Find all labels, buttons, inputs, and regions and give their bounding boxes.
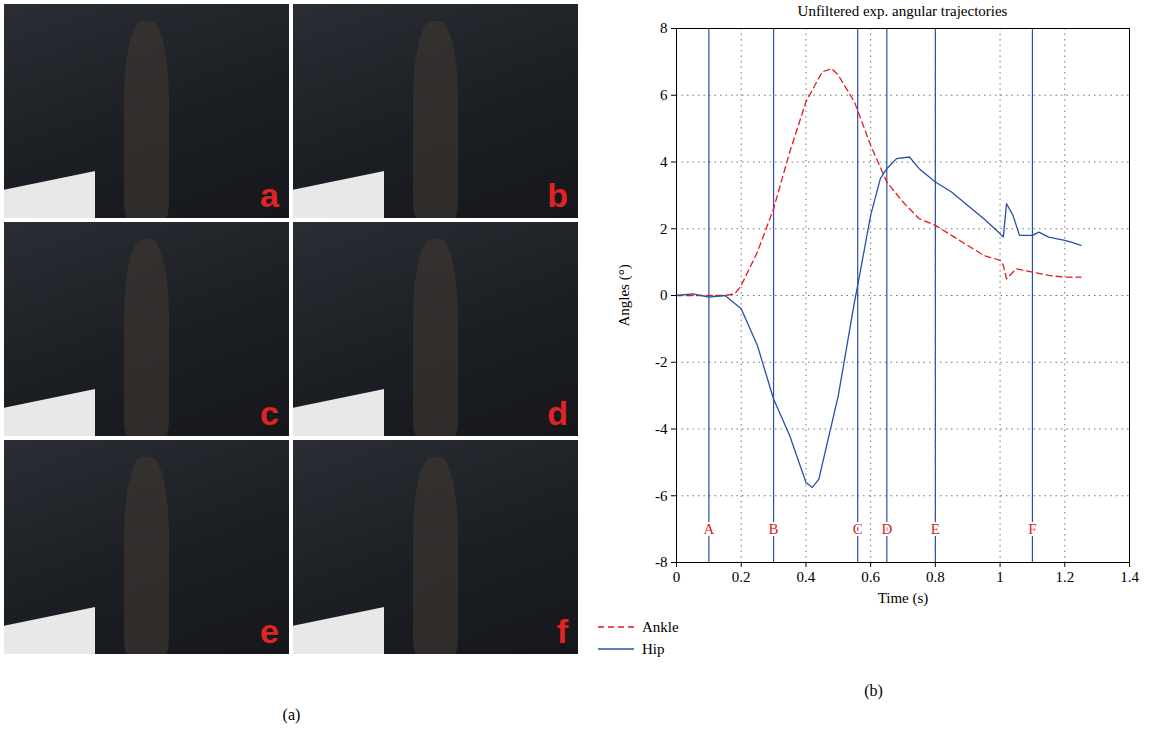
svg-text:1.4: 1.4: [1120, 569, 1139, 585]
svg-text:B: B: [769, 521, 779, 537]
svg-text:4: 4: [660, 154, 668, 170]
svg-text:0.4: 0.4: [797, 569, 816, 585]
html-text:d: d: [547, 394, 568, 432]
svg-text:-2: -2: [655, 354, 668, 370]
svg-text:A: A: [703, 521, 714, 537]
svg-text:F: F: [1028, 521, 1036, 537]
svg-text:-8: -8: [655, 554, 668, 570]
html-text:Hip: Hip: [642, 640, 665, 657]
svg-text:1: 1: [996, 569, 1004, 585]
svg-text:Time (s): Time (s): [878, 590, 929, 607]
svg-text:0.2: 0.2: [732, 569, 751, 585]
html-text:Ankle: Ankle: [642, 618, 679, 635]
svg-text:0.6: 0.6: [861, 569, 880, 585]
svg-text:0: 0: [673, 569, 681, 585]
svg-text:6: 6: [660, 87, 668, 103]
svg-text:1.2: 1.2: [1055, 569, 1074, 585]
svg-text:-4: -4: [655, 421, 668, 437]
html-text:f: f: [556, 612, 568, 650]
html-text:c: c: [260, 394, 279, 432]
html-text:b: b: [547, 176, 568, 214]
svg-text:2: 2: [660, 221, 668, 237]
svg-text:D: D: [881, 521, 892, 537]
svg-text:0: 0: [660, 287, 668, 303]
svg-text:0.8: 0.8: [926, 569, 945, 585]
svg-text:-6: -6: [655, 488, 668, 504]
svg-text:E: E: [931, 521, 940, 537]
html-text:e: e: [260, 612, 279, 650]
svg-text:Angles (°): Angles (°): [616, 264, 633, 326]
html-text:(a): (a): [282, 706, 301, 723]
html-text:a: a: [260, 176, 279, 214]
svg-text:8: 8: [660, 20, 668, 36]
html-text:Unfiltered exp. angular trajec: Unfiltered exp. angular trajectories: [797, 3, 1008, 19]
svg-text:C: C: [853, 521, 863, 537]
html-text:(b): (b): [864, 682, 883, 699]
